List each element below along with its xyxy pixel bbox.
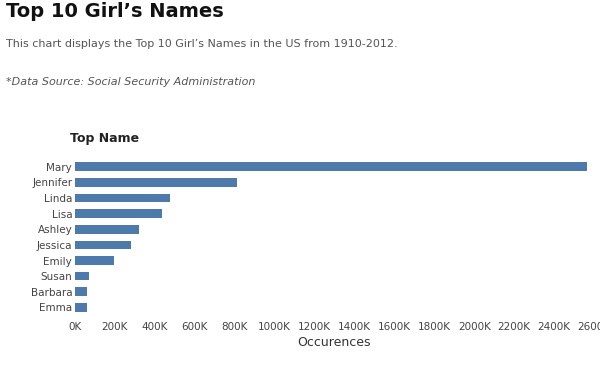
Bar [75, 209, 162, 218]
Bar [75, 303, 87, 312]
Bar [75, 194, 170, 202]
Bar [75, 225, 139, 234]
X-axis label: Occurences: Occurences [298, 336, 371, 349]
Text: Top Name: Top Name [70, 132, 139, 145]
Text: *Data Source: Social Security Administration: *Data Source: Social Security Administra… [6, 77, 256, 87]
Bar [75, 272, 89, 280]
Bar [75, 256, 114, 265]
Bar [75, 162, 587, 171]
Text: This chart displays the Top 10 Girl’s Names in the US from 1910-2012.: This chart displays the Top 10 Girl’s Na… [6, 39, 398, 49]
Bar [75, 241, 131, 249]
Bar [75, 178, 237, 187]
Text: Top 10 Girl’s Names: Top 10 Girl’s Names [6, 2, 224, 21]
Bar [75, 287, 88, 296]
